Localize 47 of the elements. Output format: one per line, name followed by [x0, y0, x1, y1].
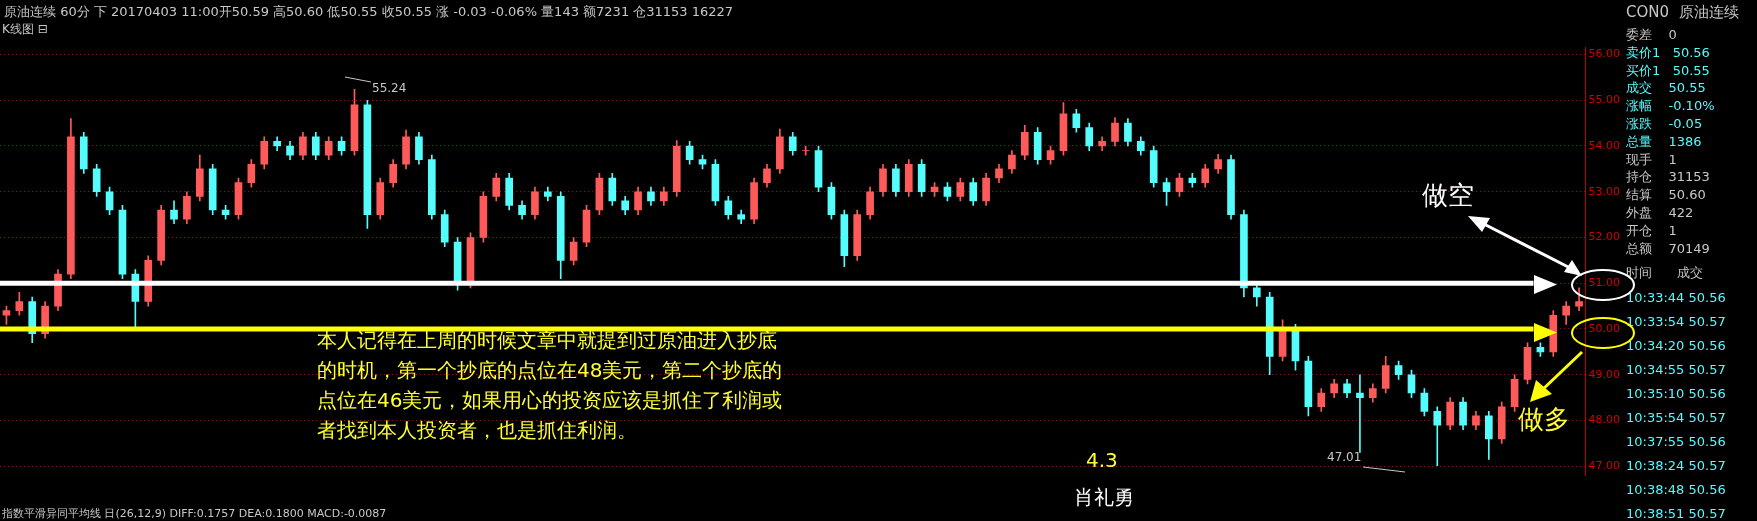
text: 买价1 50.55	[1626, 61, 1710, 80]
text: 总量 1386	[1626, 132, 1702, 151]
text: 10:34:20 50.56	[1626, 338, 1726, 353]
y-tick-label: 50.00	[1588, 321, 1621, 335]
candlestick	[1356, 374, 1364, 453]
text: 卖价1 50.56	[1626, 43, 1710, 62]
y-tick-label: 51.00	[1588, 276, 1621, 290]
text: 现手 1	[1626, 150, 1677, 169]
text: 10:35:54 50.57	[1626, 410, 1726, 425]
candlestick	[1433, 406, 1442, 467]
text: 涨跌 -0.05	[1626, 115, 1703, 133]
y-tick-label: 53.00	[1588, 184, 1621, 198]
y-tick-label: 54.00	[1588, 138, 1621, 152]
y-tick-label: 56.00	[1588, 47, 1621, 61]
annotation: 本人记得在上周的时候文章中就提到过原油进入抄底的时机，第一个抄底的点位在48美元，第二个抄底的点位在46美元，如果用心的投资应该是抓住了利润或者找到本人投资者，也是抓住利润。	[317, 327, 784, 444]
y-tick-label: 48.00	[1588, 413, 1621, 427]
text: 时间 成交	[1626, 264, 1703, 282]
text: 委差 0	[1626, 26, 1677, 44]
annotation: 4.3	[1086, 448, 1118, 472]
text: 外盘 422	[1626, 204, 1694, 222]
text: CON0 原油连续	[1626, 3, 1739, 22]
annotation: 55.24	[372, 81, 407, 95]
text: 10:38:24 50.57	[1626, 458, 1726, 473]
text: 总额 70149	[1626, 239, 1710, 258]
text: 10:35:10 50.56	[1626, 386, 1726, 401]
annotation: 做多	[1518, 403, 1570, 436]
text: 涨幅 -0.10%	[1626, 97, 1715, 116]
text: 10:33:44 50.56	[1626, 290, 1726, 305]
text: 指数平滑异同平均线 日(26,12,9) DIFF:0.1757 DEA:0.1800 MACD:-0.0087	[2, 506, 387, 521]
y-tick-label: 49.00	[1588, 367, 1621, 381]
annotation: 47.01	[1327, 450, 1362, 464]
text: 10:34:55 50.57	[1626, 362, 1726, 377]
text: 结算 50.60	[1626, 186, 1706, 205]
chart-title: 原油连续 60分 下 20170403 11:00开50.59 高50.60 低50.55 收50.55 涨 -0.03 -0.06% 量143 额7231 仓31153 16227	[4, 3, 734, 21]
text: 10:33:54 50.57	[1626, 314, 1726, 329]
text: 开仓 1	[1626, 221, 1677, 240]
text: 肖礼勇	[1074, 484, 1134, 511]
text: 10:38:48 50.56	[1626, 482, 1726, 497]
y-tick-label: 47.00	[1588, 459, 1621, 473]
annotation: 做空	[1422, 179, 1474, 212]
text: 成交 50.55	[1626, 79, 1706, 98]
text: 持仓 31153	[1626, 168, 1710, 187]
text: 10:38:51 50.57	[1626, 506, 1726, 521]
y-tick-label: 52.00	[1588, 230, 1621, 244]
chart-subtitle: K线图 ⊟	[2, 21, 48, 38]
text: 10:37:55 50.56	[1626, 434, 1726, 449]
y-tick-label: 55.00	[1588, 93, 1621, 107]
